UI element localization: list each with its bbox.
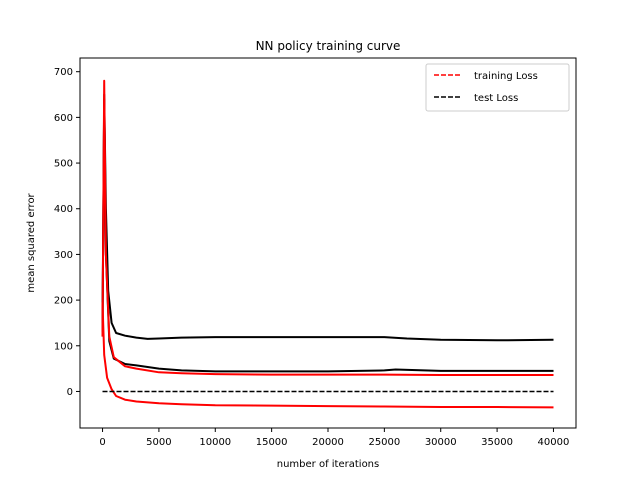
chart-title: NN policy training curve [256,39,401,53]
y-tick-label: 100 [54,341,73,352]
series-line-3 [101,302,554,409]
y-tick-label: 0 [67,387,73,398]
series-line-2 [101,79,554,376]
x-tick-label: 40000 [538,437,570,448]
y-tick-label: 700 [54,67,73,78]
legend-label-training-loss: training Loss [474,71,538,82]
y-tick-label: 600 [54,113,73,124]
x-tick-label: 25000 [368,437,400,448]
y-tick-label: 500 [54,159,73,170]
x-tick-label: 20000 [312,437,344,448]
x-tick-label: 0 [99,437,105,448]
legend-box [425,63,570,112]
legend: training Loss test Loss [425,63,570,112]
x-tick-label: 35000 [481,437,513,448]
x-axis-label: number of iterations [277,459,379,470]
x-tick-label: 10000 [199,437,231,448]
y-tick-label: 200 [54,296,73,307]
x-tick-label: 15000 [256,437,288,448]
y-axis-ticks: 0 100 200 300 400 500 600 700 [54,67,80,398]
x-tick-label: 30000 [425,437,457,448]
y-tick-label: 400 [54,204,73,215]
y-axis-label: mean squared error [26,192,37,292]
plot-series [101,79,554,409]
x-tick-label: 5000 [146,437,171,448]
y-tick-label: 300 [54,250,73,261]
legend-label-test-loss: test Loss [474,93,518,104]
x-axis-ticks: 0 5000 10000 15000 20000 25000 30000 35000 40000 [99,428,569,448]
